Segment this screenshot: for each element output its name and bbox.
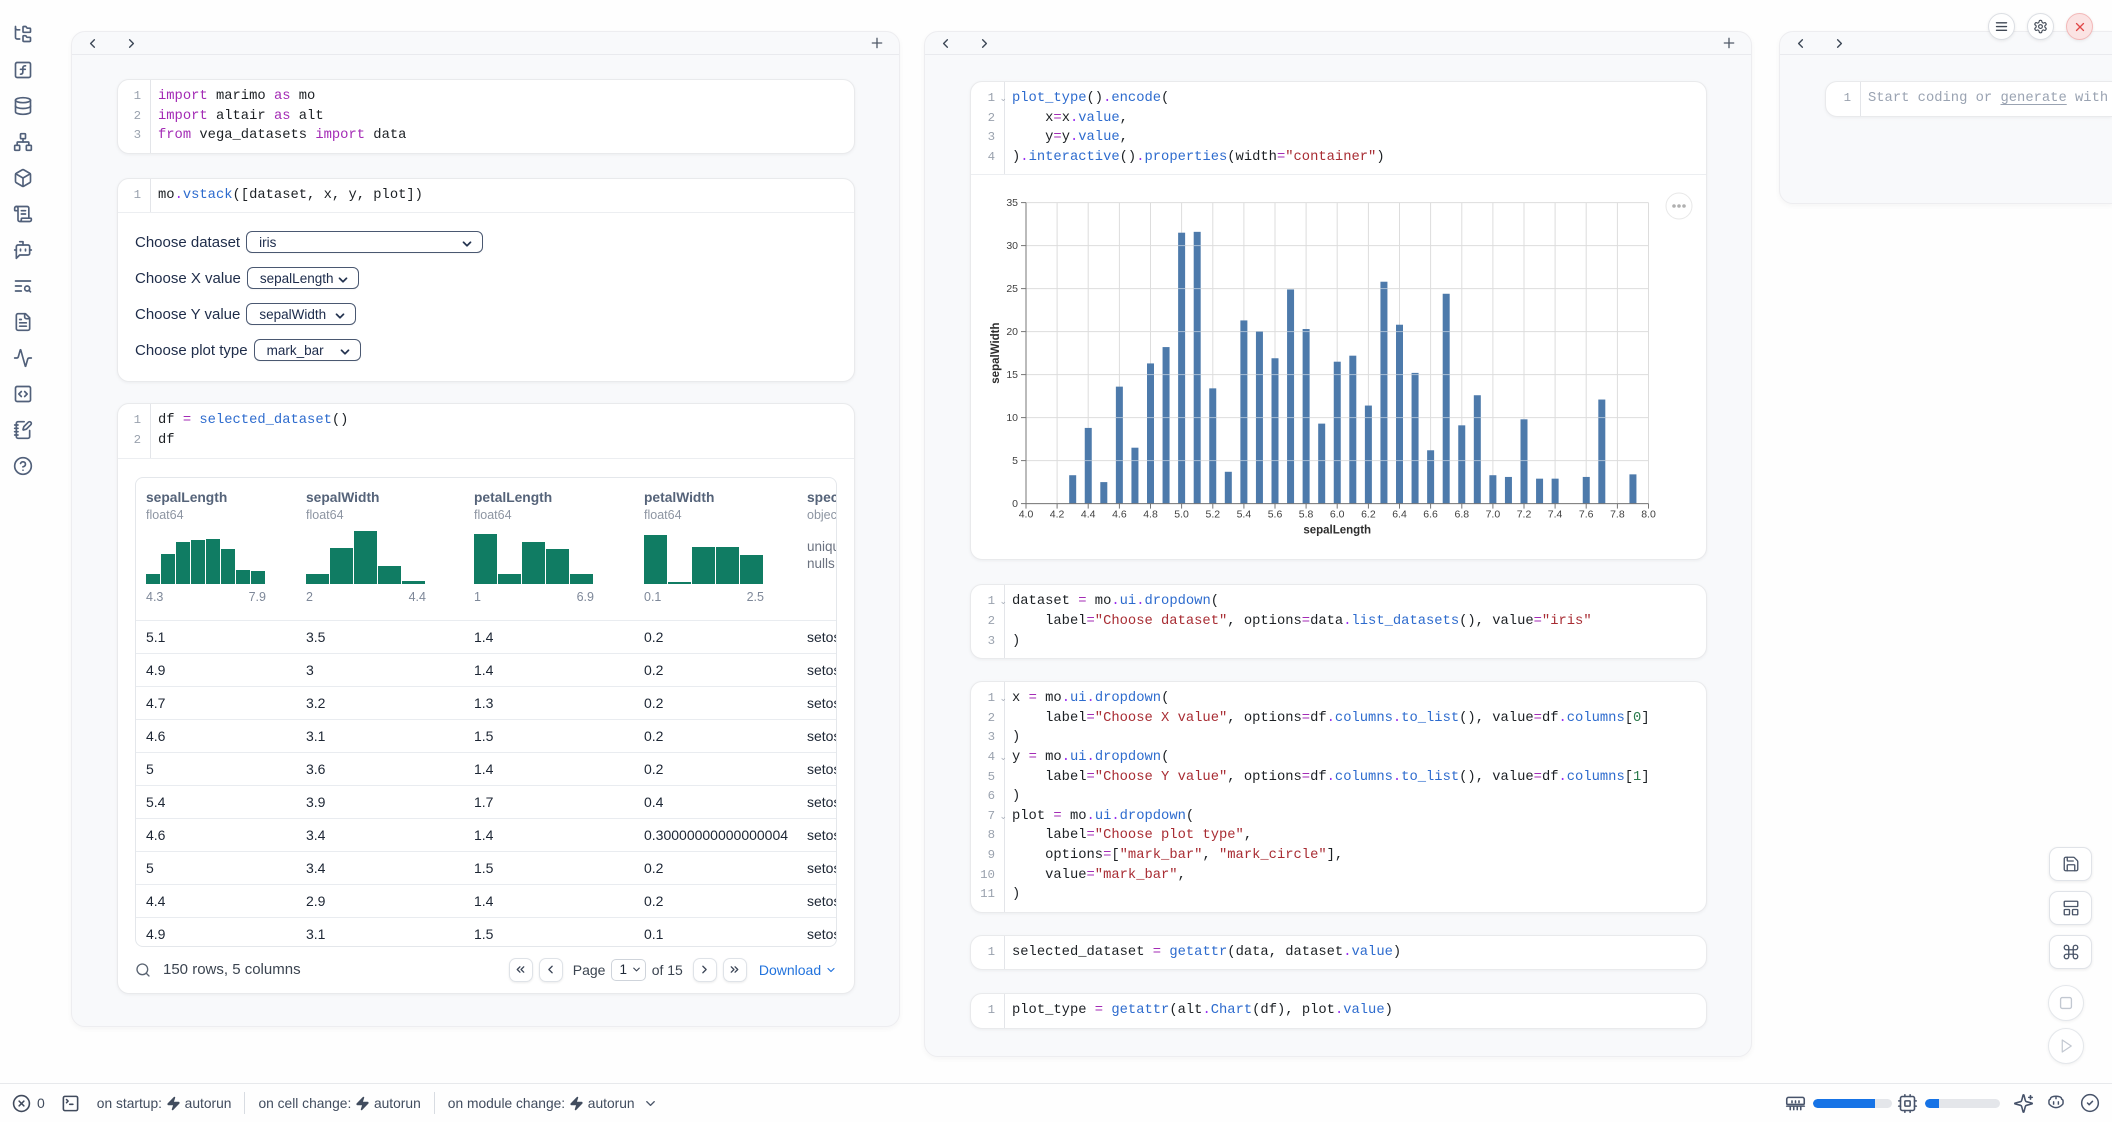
svg-text:6.4: 6.4 (1392, 509, 1407, 521)
svg-text:5.2: 5.2 (1205, 509, 1220, 521)
svg-text:5.4: 5.4 (1237, 509, 1252, 521)
svg-text:7.6: 7.6 (1579, 509, 1594, 521)
svg-text:sepalWidth: sepalWidth (990, 323, 1002, 384)
svg-text:4.8: 4.8 (1143, 509, 1158, 521)
svg-text:6.8: 6.8 (1454, 509, 1469, 521)
svg-text:20: 20 (1006, 326, 1018, 338)
svg-text:7.2: 7.2 (1517, 509, 1532, 521)
svg-text:6.0: 6.0 (1330, 509, 1345, 521)
svg-text:4.4: 4.4 (1081, 509, 1096, 521)
svg-text:30: 30 (1006, 240, 1018, 252)
svg-text:5: 5 (1012, 455, 1018, 467)
svg-text:4.0: 4.0 (1019, 509, 1034, 521)
svg-text:25: 25 (1006, 283, 1018, 295)
svg-text:5.6: 5.6 (1268, 509, 1283, 521)
svg-text:5.8: 5.8 (1299, 509, 1314, 521)
svg-text:8.0: 8.0 (1641, 509, 1656, 521)
svg-text:sepalLength: sepalLength (1303, 525, 1371, 537)
svg-text:7.8: 7.8 (1610, 509, 1625, 521)
svg-text:10: 10 (1006, 412, 1018, 424)
svg-text:7.0: 7.0 (1486, 509, 1501, 521)
svg-text:4.2: 4.2 (1050, 509, 1065, 521)
svg-text:4.6: 4.6 (1112, 509, 1127, 521)
svg-text:6.6: 6.6 (1423, 509, 1438, 521)
svg-text:6.2: 6.2 (1361, 509, 1376, 521)
svg-text:35: 35 (1006, 197, 1018, 209)
svg-text:7.4: 7.4 (1548, 509, 1563, 521)
svg-text:15: 15 (1006, 369, 1018, 381)
svg-text:0: 0 (1012, 498, 1018, 510)
svg-text:5.0: 5.0 (1174, 509, 1189, 521)
